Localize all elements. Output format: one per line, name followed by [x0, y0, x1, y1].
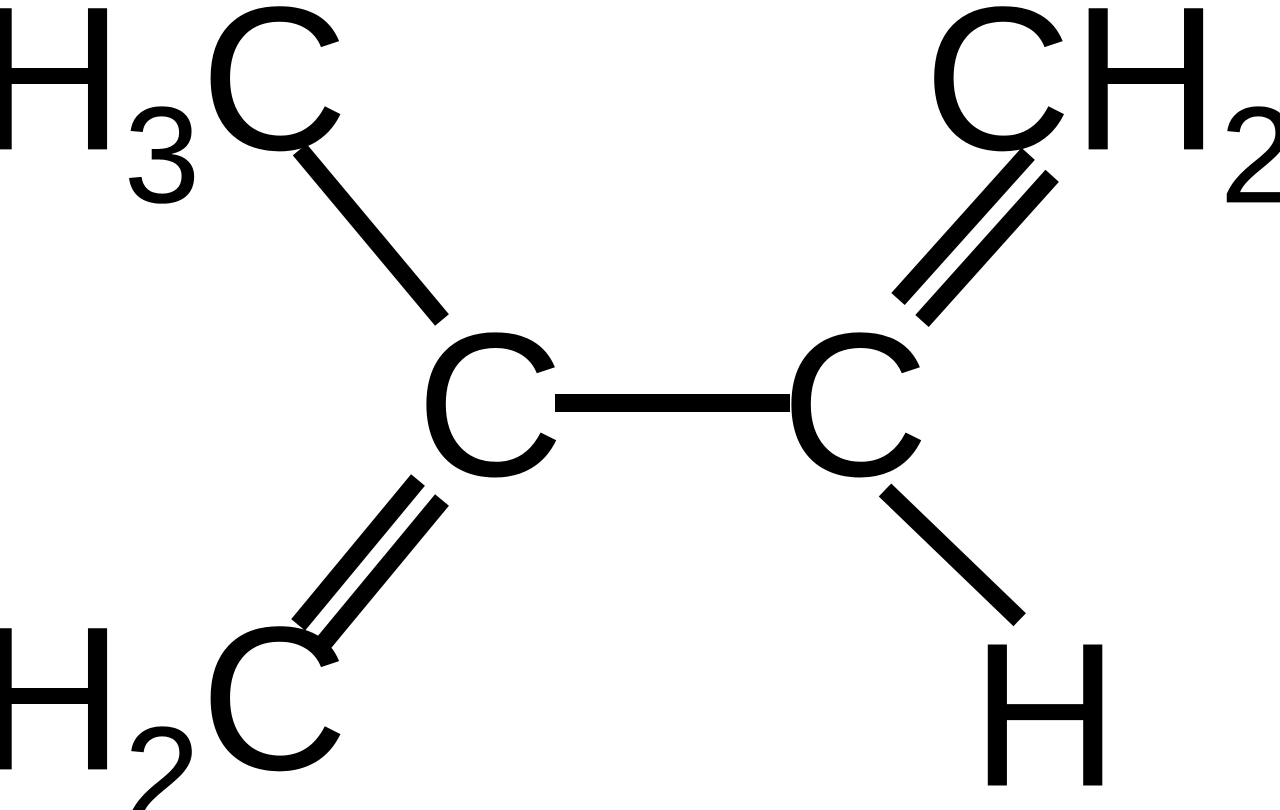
atom-c_center_left: C — [416, 303, 564, 508]
bond-segment — [555, 394, 790, 412]
atom-h3c: H3C — [0, 0, 348, 214]
atom-h_bottom: H — [971, 613, 1119, 810]
molecule-canvas: C C H3C CH2 H2C H — [0, 0, 1280, 810]
atom-h2c_bottom: H2C — [0, 596, 348, 810]
atom-ch2_top: CH2 — [924, 0, 1280, 214]
atom-c_center_right: C — [781, 303, 929, 508]
